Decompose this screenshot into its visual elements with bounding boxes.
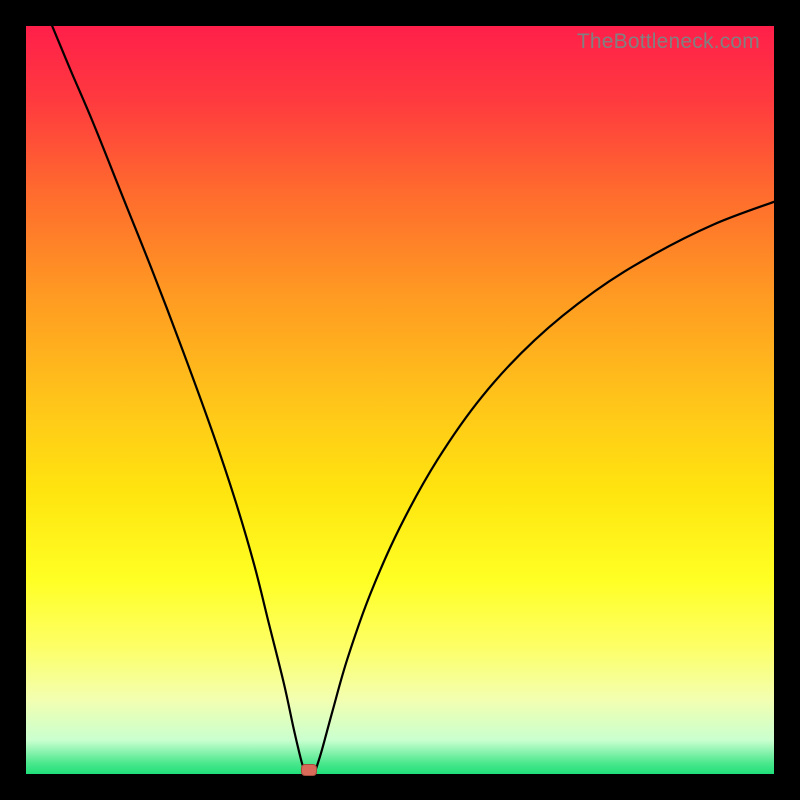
watermark-text: TheBottleneck.com [577,30,760,54]
curve-right-branch [315,202,774,773]
plot-area [26,26,774,774]
chart-frame: TheBottleneck.com [0,0,800,800]
curve-left-branch [52,26,305,773]
curve-layer [26,26,774,774]
bottleneck-marker [301,764,317,776]
